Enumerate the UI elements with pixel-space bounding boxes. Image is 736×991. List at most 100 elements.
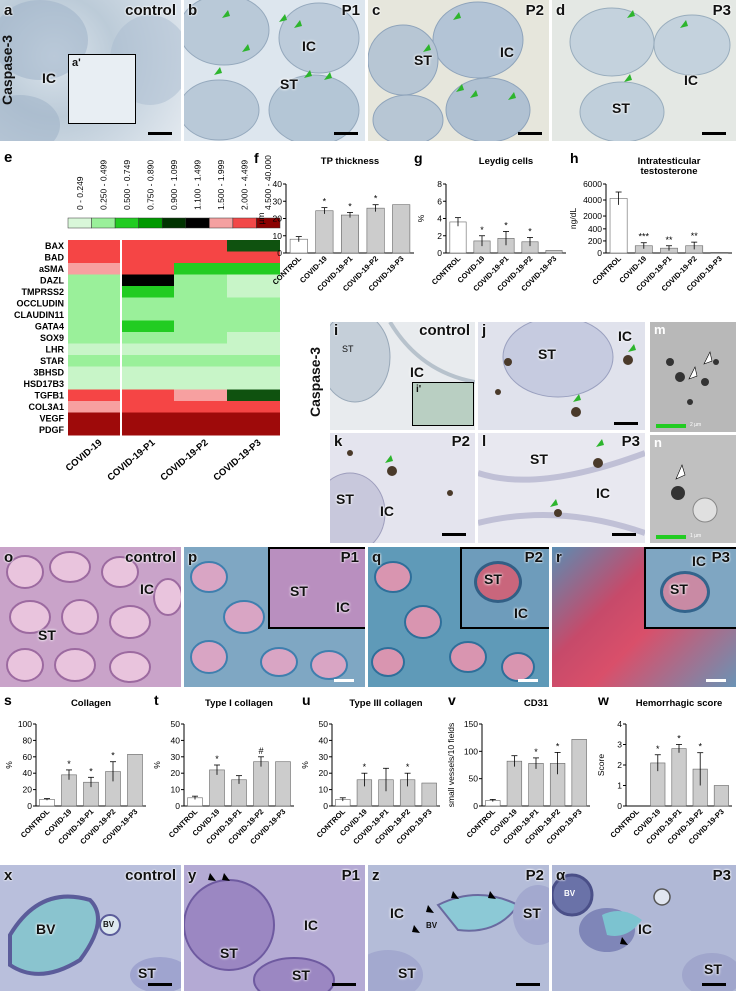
y-tick-label: 20 <box>171 768 181 778</box>
significance-mark: * <box>89 766 93 776</box>
bar <box>671 748 687 807</box>
micrograph-k: ST IC k P2 <box>330 433 475 543</box>
scale-text: 2 µm <box>690 422 702 428</box>
y-axis-label: µm <box>256 213 266 225</box>
significance-mark: ** <box>691 231 699 241</box>
heatmap-cell <box>174 389 227 401</box>
y-axis-label: % <box>300 761 310 769</box>
gene-label: BAD <box>45 253 65 263</box>
heatmap-cell <box>68 378 121 390</box>
panel-group: P3 <box>712 2 731 19</box>
y-tick-label: 20 <box>23 785 33 795</box>
legend-swatch <box>209 217 234 229</box>
scale-text: 1 µm <box>690 533 702 539</box>
tissue-label: IC <box>596 485 610 501</box>
scale-bar <box>442 533 466 536</box>
panel-group: P1 <box>341 2 360 19</box>
bar <box>392 204 411 254</box>
em-texture <box>656 351 719 428</box>
scale-bar <box>702 132 726 135</box>
heatmap-cell <box>68 332 121 344</box>
legend-swatch <box>114 217 139 229</box>
panel-letter: q <box>372 549 382 566</box>
y-tick-label: 50 <box>469 774 479 784</box>
y-tick-label: 100 <box>464 746 478 756</box>
heatmap-cell <box>68 320 121 332</box>
y-tick-label: 20 <box>319 768 329 778</box>
bar <box>315 210 334 254</box>
bar <box>209 769 225 807</box>
heatmap-cell <box>174 251 227 263</box>
micrograph-q: ST IC q P2 <box>368 547 549 687</box>
legend-bin-label: 4.500 - 40.000 <box>263 155 273 210</box>
significance-mark: * <box>67 759 71 769</box>
group-label: COVID-19-P1 <box>105 437 158 484</box>
em-texture <box>656 464 718 539</box>
tissue-label: IC <box>410 364 424 380</box>
heatmap-cell <box>227 343 280 355</box>
scale-bar <box>518 132 542 135</box>
gene-label: STAR <box>40 356 64 366</box>
heatmap-cell <box>227 332 280 344</box>
tissue-label: IC <box>692 553 706 569</box>
tissue-texture <box>569 7 731 141</box>
y-tick-label: 20 <box>273 214 283 224</box>
tissue-label: IC <box>42 70 56 86</box>
bar <box>713 785 729 807</box>
chart-f: f TP thickness010203040µmCONTROL*COVID-19… <box>254 150 414 293</box>
y-axis-label: % <box>4 761 14 769</box>
heatmap-cell <box>227 366 280 378</box>
tissue-texture <box>184 873 335 991</box>
heatmap-cell <box>68 412 121 424</box>
inset-q: ST IC <box>460 547 549 629</box>
chart-title: CD31 <box>524 698 549 709</box>
tubule-shape <box>474 561 522 603</box>
panel-letter: h <box>570 150 579 166</box>
tissue-label: IC <box>140 581 154 597</box>
chart-title: Type III collagen <box>349 698 422 709</box>
significance-mark: ** <box>665 235 673 245</box>
heatmap-cell <box>121 309 174 321</box>
inset-p: ST IC <box>268 547 365 629</box>
y-tick-label: 40 <box>319 735 329 745</box>
legend-swatch <box>91 217 116 229</box>
tissue-label: IC <box>390 905 404 921</box>
gene-label: CLAUDIN11 <box>14 310 64 320</box>
heatmap-cell <box>121 286 174 298</box>
chart-g: g Leydig cells02468%CONTROL*COVID-19*COVI… <box>414 150 566 293</box>
tissue-texture <box>190 561 348 680</box>
y-tick-label: 2 <box>437 231 442 241</box>
tissue-label: ST <box>220 945 238 961</box>
y-tick-label: 200 <box>588 236 602 246</box>
chart-title: Type I collagen <box>205 698 273 709</box>
y-tick-label: 10 <box>171 785 181 795</box>
y-tick-label: 60 <box>23 752 33 762</box>
gene-label: LHR <box>46 345 65 355</box>
heatmap-cell <box>174 240 227 252</box>
scale-bar <box>334 132 358 135</box>
panel-letter: s <box>4 692 12 708</box>
heatmap-cell <box>227 297 280 309</box>
y-tick-label: 10 <box>273 231 283 241</box>
micrograph-d: IC ST d P3 <box>552 0 736 141</box>
heatmap-cell <box>121 424 174 436</box>
bar <box>710 252 729 254</box>
tissue-label: IC <box>380 503 394 519</box>
tissue-label: ST <box>530 451 548 467</box>
tissue-label: IC <box>684 72 698 88</box>
y-tick-label: 30 <box>273 196 283 206</box>
tissue-texture <box>184 0 360 141</box>
y-tick-label: 2000 <box>583 211 602 221</box>
micrograph-i: i' ST IC i control <box>330 322 475 430</box>
heatmap-cell <box>68 297 121 309</box>
tissue-texture <box>371 561 535 682</box>
panel-letter: p <box>188 549 198 566</box>
heatmap-cell <box>121 343 174 355</box>
tissue-label: BV <box>426 921 438 930</box>
y-tick-label: 50 <box>319 719 329 729</box>
panel-group: P1 <box>340 549 359 566</box>
panel-letter: m <box>654 322 666 337</box>
bar <box>449 221 467 254</box>
panel-letter: x <box>4 867 13 884</box>
